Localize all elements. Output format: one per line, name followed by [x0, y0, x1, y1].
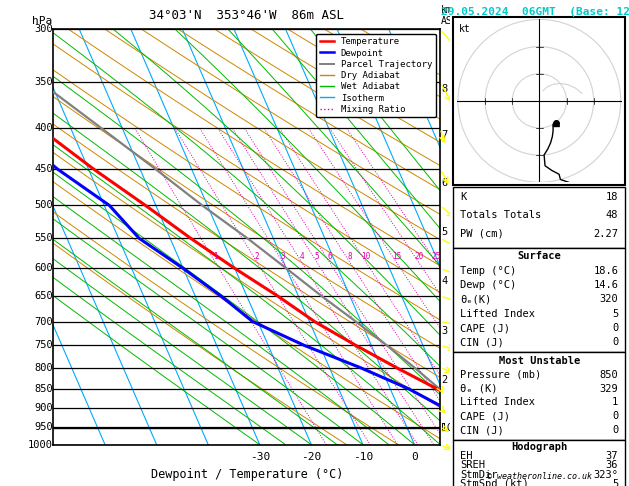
Text: 1: 1 [441, 423, 447, 433]
Text: 600: 600 [34, 263, 53, 274]
Bar [454, 17, 625, 185]
Text: Pressure (mb): Pressure (mb) [460, 370, 542, 380]
Text: 6: 6 [441, 178, 447, 189]
Text: 500: 500 [34, 200, 53, 210]
Text: © weatheronline.co.uk: © weatheronline.co.uk [487, 472, 592, 481]
Text: 8: 8 [441, 84, 447, 94]
Text: 2.27: 2.27 [593, 228, 618, 239]
Text: 30: 30 [562, 452, 576, 462]
Text: 20: 20 [511, 452, 525, 462]
Text: 29.05.2024  06GMT  (Base: 12): 29.05.2024 06GMT (Base: 12) [442, 7, 629, 17]
Text: 1000: 1000 [28, 440, 53, 450]
Text: 14.6: 14.6 [593, 280, 618, 290]
Text: CAPE (J): CAPE (J) [460, 323, 511, 333]
Legend: Temperature, Dewpoint, Parcel Trajectory, Dry Adiabat, Wet Adiabat, Isotherm, Mi: Temperature, Dewpoint, Parcel Trajectory… [316, 34, 436, 118]
Text: hPa: hPa [33, 16, 53, 26]
Text: Surface: Surface [518, 251, 561, 261]
Text: θₑ(K): θₑ(K) [460, 295, 492, 304]
Text: 0: 0 [612, 425, 618, 435]
Text: 34°03'N  353°46'W  86m ASL: 34°03'N 353°46'W 86m ASL [149, 9, 345, 22]
Text: 25: 25 [432, 252, 441, 260]
Text: 850: 850 [34, 383, 53, 394]
Text: 750: 750 [34, 340, 53, 350]
Text: Temp (°C): Temp (°C) [460, 266, 517, 276]
Text: 20: 20 [415, 252, 423, 260]
Text: CAPE (J): CAPE (J) [460, 411, 511, 421]
Text: 7: 7 [441, 130, 447, 140]
Bar [454, 352, 625, 440]
Text: 10: 10 [459, 452, 473, 462]
Text: θₑ (K): θₑ (K) [460, 383, 498, 394]
Text: -10: -10 [353, 452, 373, 462]
Text: 2: 2 [441, 375, 447, 385]
Text: 37: 37 [606, 451, 618, 461]
Text: 850: 850 [599, 370, 618, 380]
Text: 329: 329 [599, 383, 618, 394]
Text: 10: 10 [362, 252, 371, 260]
Text: -30: -30 [250, 452, 270, 462]
Text: StmSpd (kt): StmSpd (kt) [460, 479, 529, 486]
Text: 5: 5 [612, 479, 618, 486]
Text: 18: 18 [606, 191, 618, 202]
Text: 650: 650 [34, 291, 53, 301]
Text: 48: 48 [606, 210, 618, 220]
Text: 5: 5 [441, 227, 447, 237]
Text: LCL: LCL [441, 423, 459, 433]
Bar [454, 248, 625, 352]
Text: 0: 0 [612, 323, 618, 333]
Text: CIN (J): CIN (J) [460, 337, 504, 347]
Bar [454, 187, 625, 248]
Text: 6: 6 [327, 252, 332, 260]
Text: 0: 0 [612, 337, 618, 347]
Text: Hodograph: Hodograph [511, 442, 567, 452]
Text: 40: 40 [614, 452, 628, 462]
Text: K: K [460, 191, 467, 202]
Text: 550: 550 [34, 233, 53, 243]
Bar [454, 440, 625, 486]
Text: 3: 3 [281, 252, 286, 260]
Text: 323°: 323° [593, 469, 618, 480]
Text: Dewp (°C): Dewp (°C) [460, 280, 517, 290]
Text: Totals Totals: Totals Totals [460, 210, 542, 220]
Text: 15: 15 [392, 252, 401, 260]
Text: 5: 5 [612, 309, 618, 319]
Text: 320: 320 [599, 295, 618, 304]
Text: CIN (J): CIN (J) [460, 425, 504, 435]
Text: StmDir: StmDir [460, 469, 498, 480]
Text: 400: 400 [34, 123, 53, 134]
Text: -20: -20 [301, 452, 321, 462]
Text: Lifted Index: Lifted Index [460, 309, 535, 319]
Text: 4: 4 [299, 252, 304, 260]
Text: EH: EH [460, 451, 473, 461]
Text: 950: 950 [34, 422, 53, 432]
Text: 700: 700 [34, 316, 53, 327]
Text: Mixing Ratio (g/kg): Mixing Ratio (g/kg) [457, 181, 467, 293]
Text: 0: 0 [612, 411, 618, 421]
Text: km
ASL: km ASL [441, 5, 459, 26]
Text: 300: 300 [34, 24, 53, 34]
Text: SREH: SREH [460, 460, 486, 470]
Text: 1: 1 [612, 398, 618, 407]
Text: 3: 3 [441, 326, 447, 336]
Text: 0: 0 [411, 452, 418, 462]
Text: Most Unstable: Most Unstable [499, 356, 580, 366]
Text: PW (cm): PW (cm) [460, 228, 504, 239]
Text: 4: 4 [441, 277, 447, 286]
Text: 2: 2 [255, 252, 260, 260]
Text: 350: 350 [34, 77, 53, 87]
Text: 36: 36 [606, 460, 618, 470]
Text: Dewpoint / Temperature (°C): Dewpoint / Temperature (°C) [151, 468, 343, 481]
Text: 5: 5 [314, 252, 320, 260]
Text: 1: 1 [213, 252, 218, 260]
Text: 900: 900 [34, 403, 53, 413]
Text: 18.6: 18.6 [593, 266, 618, 276]
Text: 450: 450 [34, 164, 53, 174]
Text: Lifted Index: Lifted Index [460, 398, 535, 407]
Text: 800: 800 [34, 363, 53, 373]
Text: 8: 8 [348, 252, 352, 260]
